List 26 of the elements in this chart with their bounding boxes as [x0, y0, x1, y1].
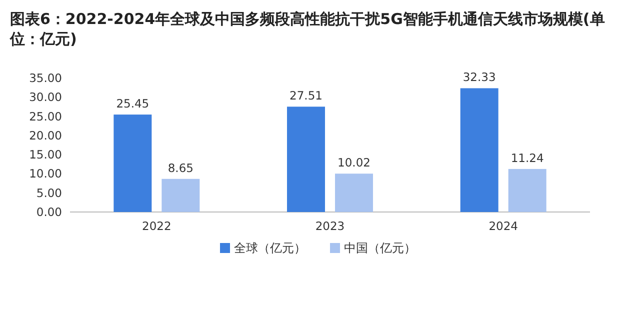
data-label: 32.33: [462, 70, 496, 84]
data-label: 8.65: [168, 160, 194, 175]
bar: [335, 174, 373, 212]
legend-label: 中国（亿元）: [344, 241, 416, 255]
bar: [114, 114, 152, 212]
legend-label: 全球（亿元）: [234, 241, 306, 255]
bar: [162, 178, 200, 212]
x-tick-label: 2022: [142, 219, 172, 233]
bar: [287, 106, 325, 212]
y-tick-label: 20.00: [29, 128, 62, 142]
y-tick-label: 30.00: [29, 90, 62, 104]
y-tick-label: 5.00: [36, 186, 62, 200]
y-tick-label: 35.00: [29, 71, 62, 85]
y-tick-label: 25.00: [29, 109, 62, 124]
y-tick-label: 15.00: [29, 148, 62, 162]
chart-title: 图表6：2022-2024年全球及中国多频段高性能抗干扰5G智能手机通信天线市场规模(单位：亿元): [9, 10, 605, 48]
bar: [460, 88, 498, 212]
x-tick-label: 2023: [315, 219, 345, 233]
x-tick-label: 2024: [488, 219, 518, 233]
y-tick-label: 10.00: [29, 166, 62, 181]
data-label: 10.02: [338, 156, 370, 170]
data-label: 27.51: [290, 88, 322, 103]
data-label: 11.24: [510, 150, 544, 165]
data-label: 25.45: [116, 96, 150, 111]
y-tick-label: 0.00: [36, 205, 62, 219]
bar: [508, 168, 546, 212]
